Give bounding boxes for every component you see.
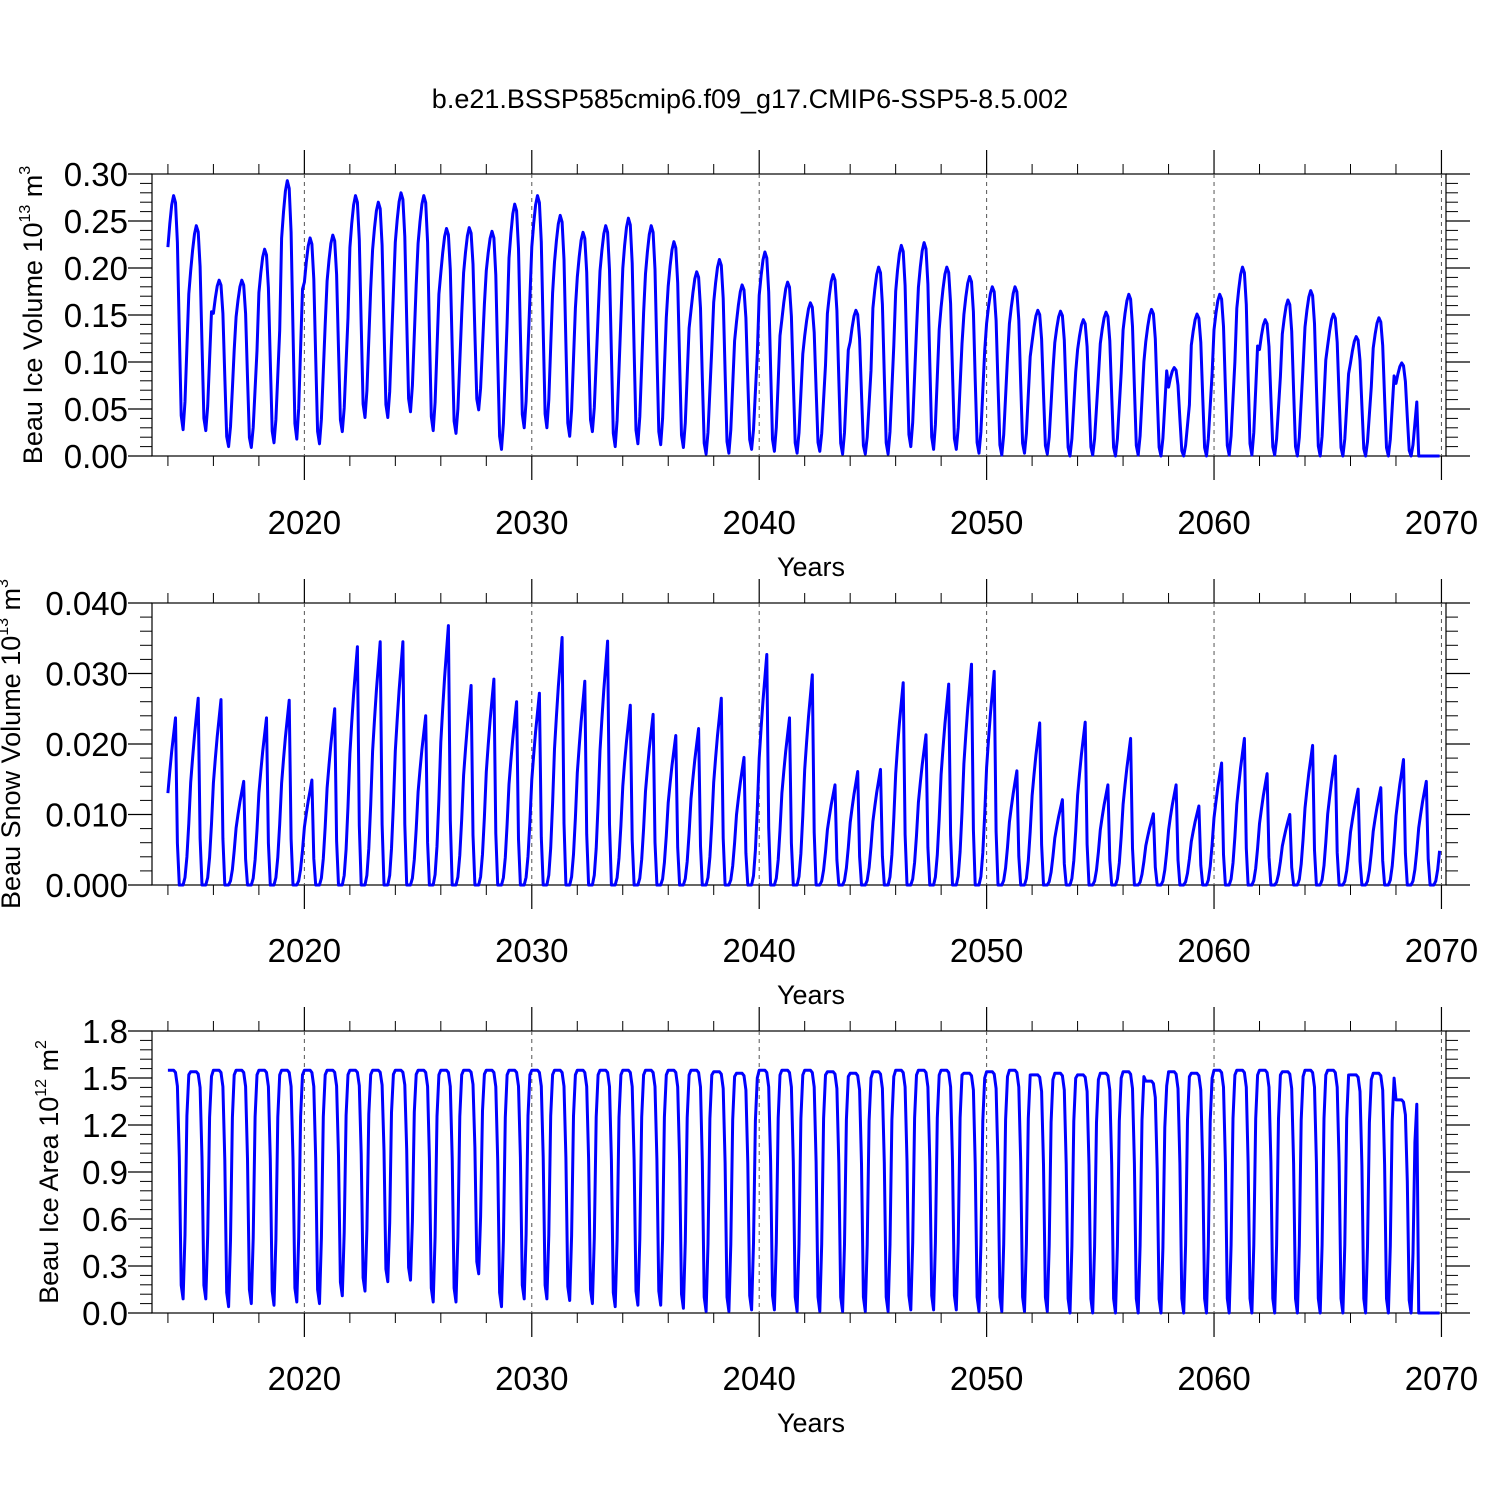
snow-volume-xaxis-title: Years bbox=[777, 980, 845, 1010]
ice-volume-ytick-label-0: 0.00 bbox=[64, 438, 128, 475]
snow-volume-xtick-label-2020: 2020 bbox=[268, 932, 341, 969]
ice-area-ytick-label-2: 0.6 bbox=[82, 1201, 128, 1238]
ice-area-xtick-label-2040: 2040 bbox=[722, 1360, 795, 1397]
ice-volume-xtick-label-2030: 2030 bbox=[495, 504, 568, 541]
ice-area-ytick-label-6: 1.8 bbox=[82, 1013, 128, 1050]
ice-area-ytick-label-1: 0.3 bbox=[82, 1248, 128, 1285]
ice-volume-ytick-label-3: 0.15 bbox=[64, 297, 128, 334]
ice-area-ytick-label-5: 1.5 bbox=[82, 1060, 128, 1097]
ice-area-xaxis-title: Years bbox=[777, 1408, 845, 1438]
ice-volume-ytick-label-1: 0.05 bbox=[64, 391, 128, 428]
ice-volume-xtick-label-2020: 2020 bbox=[268, 504, 341, 541]
ice-volume-ytick-label-4: 0.20 bbox=[64, 250, 128, 287]
ice-area-ytick-label-4: 1.2 bbox=[82, 1107, 128, 1144]
ice-area-series-line bbox=[167, 1068, 1440, 1315]
ice-volume-xtick-label-2040: 2040 bbox=[722, 504, 795, 541]
ice-volume-xtick-label-2050: 2050 bbox=[950, 504, 1023, 541]
ice-area-ytick-label-0: 0.0 bbox=[82, 1295, 128, 1332]
ice-volume-xtick-label-2060: 2060 bbox=[1177, 504, 1250, 541]
snow-volume-xtick-label-2040: 2040 bbox=[722, 932, 795, 969]
figure-title: b.e21.BSSP585cmip6.f09_g17.CMIP6-SSP5-8.… bbox=[431, 84, 1069, 114]
snow-volume-xtick-label-2050: 2050 bbox=[950, 932, 1023, 969]
snow-volume-ytick-label-3: 0.030 bbox=[45, 656, 128, 693]
ice-volume-xaxis-title: Years bbox=[777, 552, 845, 582]
snow-volume-xtick-label-2070: 2070 bbox=[1405, 932, 1478, 969]
ice-volume-ytick-label-2: 0.10 bbox=[64, 344, 128, 381]
snow-volume-series-line bbox=[166, 624, 1442, 887]
snow-volume-xtick-label-2060: 2060 bbox=[1177, 932, 1250, 969]
ice-area-xtick-label-2030: 2030 bbox=[495, 1360, 568, 1397]
ice-volume-ytick-label-6: 0.30 bbox=[64, 156, 128, 193]
ice-volume-series-line bbox=[166, 179, 1440, 458]
snow-volume-yaxis-title: Beau Snow Volume 1013 m3 bbox=[0, 579, 26, 909]
ice-area-xtick-label-2020: 2020 bbox=[268, 1360, 341, 1397]
snow-volume-ytick-label-2: 0.020 bbox=[45, 726, 128, 763]
ice-volume-ytick-label-5: 0.25 bbox=[64, 203, 128, 240]
ice-area-xtick-label-2050: 2050 bbox=[950, 1360, 1023, 1397]
ice-area-ytick-label-3: 0.9 bbox=[82, 1154, 128, 1191]
snow-volume-xtick-label-2030: 2030 bbox=[495, 932, 568, 969]
ice-volume-xtick-label-2070: 2070 bbox=[1405, 504, 1478, 541]
ice-volume-yaxis-title: Beau Ice Volume 1013 m3 bbox=[17, 166, 48, 464]
ice-area-xtick-label-2070: 2070 bbox=[1405, 1360, 1478, 1397]
snow-volume-ytick-label-4: 0.040 bbox=[45, 585, 128, 622]
ice-area-yaxis-title: Beau Ice Area 1012 m2 bbox=[33, 1040, 64, 1304]
snow-volume-ytick-label-1: 0.010 bbox=[45, 797, 128, 834]
ice-area-xtick-label-2060: 2060 bbox=[1177, 1360, 1250, 1397]
snow-volume-ytick-label-0: 0.000 bbox=[45, 867, 128, 904]
